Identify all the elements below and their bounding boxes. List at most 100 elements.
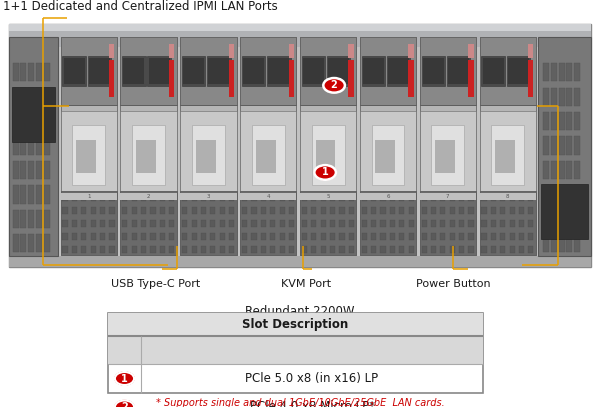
FancyBboxPatch shape [13,161,19,179]
FancyBboxPatch shape [62,56,86,86]
FancyBboxPatch shape [431,194,436,201]
FancyBboxPatch shape [191,245,197,253]
FancyBboxPatch shape [81,233,86,240]
FancyBboxPatch shape [182,245,187,253]
FancyBboxPatch shape [36,185,42,204]
FancyBboxPatch shape [431,245,436,253]
FancyBboxPatch shape [320,245,326,253]
FancyBboxPatch shape [280,233,284,240]
FancyBboxPatch shape [289,194,294,201]
FancyBboxPatch shape [479,191,536,255]
FancyBboxPatch shape [180,37,236,105]
FancyBboxPatch shape [559,136,565,155]
FancyBboxPatch shape [311,245,316,253]
FancyBboxPatch shape [551,88,557,106]
FancyBboxPatch shape [141,207,146,214]
FancyBboxPatch shape [362,56,385,86]
FancyBboxPatch shape [420,37,476,105]
FancyBboxPatch shape [440,194,445,201]
FancyBboxPatch shape [491,245,496,253]
FancyBboxPatch shape [251,194,257,201]
FancyBboxPatch shape [566,185,572,204]
FancyBboxPatch shape [509,233,515,240]
FancyBboxPatch shape [506,56,530,86]
FancyBboxPatch shape [551,136,557,155]
FancyBboxPatch shape [229,220,234,227]
FancyBboxPatch shape [440,220,445,227]
FancyBboxPatch shape [20,210,26,228]
FancyBboxPatch shape [72,194,77,201]
FancyBboxPatch shape [44,234,50,252]
FancyBboxPatch shape [500,233,505,240]
FancyBboxPatch shape [420,193,476,200]
FancyBboxPatch shape [240,37,296,105]
FancyBboxPatch shape [13,185,19,204]
FancyBboxPatch shape [76,140,96,173]
FancyBboxPatch shape [495,140,515,173]
FancyBboxPatch shape [328,58,349,84]
FancyBboxPatch shape [122,194,127,201]
FancyBboxPatch shape [242,194,247,201]
FancyBboxPatch shape [261,233,266,240]
FancyBboxPatch shape [311,220,316,227]
FancyBboxPatch shape [330,233,335,240]
FancyBboxPatch shape [481,233,487,240]
FancyBboxPatch shape [479,112,536,191]
FancyBboxPatch shape [44,63,50,81]
FancyBboxPatch shape [121,112,176,191]
FancyBboxPatch shape [44,88,50,106]
FancyBboxPatch shape [20,161,26,179]
FancyBboxPatch shape [574,185,580,204]
FancyBboxPatch shape [91,194,96,201]
FancyBboxPatch shape [28,210,34,228]
Text: 1: 1 [87,194,91,199]
FancyBboxPatch shape [340,194,344,201]
FancyBboxPatch shape [160,220,165,227]
FancyBboxPatch shape [541,184,588,239]
FancyBboxPatch shape [469,220,473,227]
FancyBboxPatch shape [242,56,265,86]
FancyBboxPatch shape [44,112,50,130]
FancyBboxPatch shape [559,185,565,204]
FancyBboxPatch shape [422,207,427,214]
FancyBboxPatch shape [302,245,307,253]
FancyBboxPatch shape [371,233,376,240]
FancyBboxPatch shape [108,313,483,393]
FancyBboxPatch shape [229,194,234,201]
FancyBboxPatch shape [36,161,42,179]
FancyBboxPatch shape [240,112,296,191]
FancyBboxPatch shape [160,207,165,214]
FancyBboxPatch shape [28,88,34,106]
FancyBboxPatch shape [28,136,34,155]
FancyBboxPatch shape [72,220,77,227]
FancyBboxPatch shape [270,233,275,240]
FancyBboxPatch shape [220,207,225,214]
FancyBboxPatch shape [160,233,165,240]
FancyBboxPatch shape [109,44,115,58]
FancyBboxPatch shape [267,56,290,86]
FancyBboxPatch shape [251,245,257,253]
FancyBboxPatch shape [360,193,416,200]
FancyBboxPatch shape [220,194,225,201]
FancyBboxPatch shape [509,207,515,214]
FancyBboxPatch shape [509,245,515,253]
Circle shape [115,372,134,385]
Text: Slot Description: Slot Description [242,318,349,331]
FancyBboxPatch shape [64,58,85,84]
FancyBboxPatch shape [500,207,505,214]
FancyBboxPatch shape [108,313,483,336]
FancyBboxPatch shape [229,233,234,240]
FancyBboxPatch shape [436,140,455,173]
FancyBboxPatch shape [409,233,414,240]
FancyBboxPatch shape [9,24,591,47]
FancyBboxPatch shape [151,220,155,227]
FancyBboxPatch shape [72,245,77,253]
FancyBboxPatch shape [543,63,549,81]
FancyBboxPatch shape [251,220,257,227]
FancyBboxPatch shape [251,233,257,240]
FancyBboxPatch shape [380,233,386,240]
FancyBboxPatch shape [349,44,354,58]
FancyBboxPatch shape [300,37,356,255]
FancyBboxPatch shape [182,233,187,240]
FancyBboxPatch shape [574,234,580,252]
